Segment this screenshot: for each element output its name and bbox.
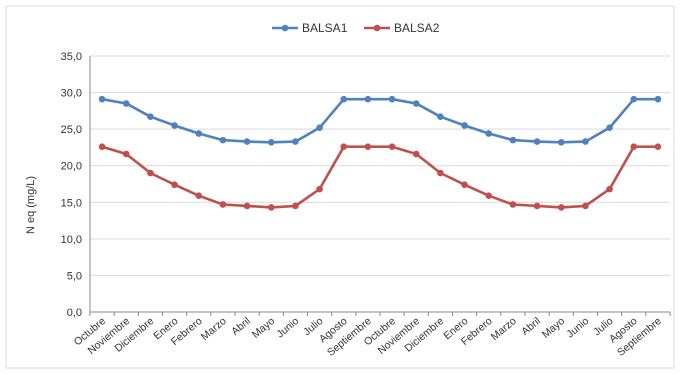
- data-point-balsa2: [606, 185, 613, 193]
- data-point-balsa1: [219, 136, 227, 144]
- series: [98, 95, 662, 211]
- data-point-balsa2: [461, 181, 468, 189]
- data-point-balsa2: [267, 204, 275, 211]
- legend-label: BALSA2: [394, 21, 440, 35]
- data-point-balsa1: [292, 138, 299, 145]
- data-point-balsa2: [364, 143, 372, 150]
- data-point-balsa2: [630, 143, 638, 150]
- data-point-balsa1: [557, 139, 565, 146]
- data-point-balsa1: [171, 122, 178, 129]
- y-tick-label: 25,0: [61, 124, 82, 136]
- data-point-balsa2: [654, 143, 662, 150]
- y-tick-label: 20,0: [61, 161, 82, 173]
- data-point-balsa2: [340, 143, 348, 150]
- data-point-balsa2: [533, 202, 541, 210]
- data-point-balsa2: [316, 185, 323, 193]
- data-point-balsa1: [485, 130, 493, 137]
- data-point-balsa1: [412, 100, 420, 107]
- y-tick-label: 5,0: [67, 270, 82, 282]
- data-point-balsa1: [195, 130, 203, 137]
- data-point-balsa2: [582, 202, 589, 210]
- data-point-balsa2: [98, 143, 106, 150]
- data-point-balsa1: [316, 124, 323, 131]
- data-point-balsa2: [171, 181, 178, 189]
- y-axis-ticks: 0,0 5,0 10,0 15,0 20,0 25,0 30,0 35,0: [61, 51, 82, 319]
- data-point-balsa1: [437, 113, 444, 121]
- y-tick-label: 35,0: [61, 51, 82, 63]
- data-point-balsa2: [219, 201, 227, 208]
- data-point-balsa1: [509, 136, 517, 144]
- data-point-balsa2: [437, 169, 444, 177]
- data-point-balsa1: [630, 95, 638, 103]
- data-point-balsa2: [122, 150, 130, 158]
- legend-swatch-marker: [373, 24, 381, 32]
- data-point-balsa1: [364, 95, 372, 103]
- data-point-balsa1: [461, 122, 468, 129]
- data-point-balsa1: [122, 100, 130, 107]
- y-tick-label: 10,0: [61, 234, 82, 246]
- data-point-balsa2: [509, 201, 517, 208]
- legend: BALSA1 BALSA2: [272, 21, 440, 35]
- data-point-balsa1: [243, 138, 251, 145]
- data-point-balsa1: [98, 95, 106, 103]
- series-line-balsa2: [101, 145, 658, 209]
- data-point-balsa2: [292, 202, 299, 210]
- data-point-balsa1: [267, 139, 275, 146]
- legend-swatch-marker: [281, 24, 289, 32]
- data-point-balsa1: [340, 95, 348, 103]
- data-point-balsa1: [147, 113, 154, 121]
- series-line-balsa1: [101, 97, 658, 144]
- data-point-balsa2: [147, 169, 154, 177]
- data-point-balsa2: [412, 150, 420, 158]
- y-tick-label: 0,0: [67, 307, 82, 319]
- legend-label: BALSA1: [302, 21, 348, 35]
- data-point-balsa1: [582, 138, 589, 145]
- data-point-balsa1: [388, 95, 396, 103]
- data-point-balsa2: [195, 192, 203, 200]
- data-point-balsa2: [243, 202, 251, 210]
- chart-frame: [5, 5, 675, 369]
- y-tick-label: 15,0: [61, 197, 82, 209]
- data-point-balsa2: [388, 143, 396, 150]
- data-point-balsa1: [606, 124, 613, 131]
- data-point-balsa1: [654, 95, 662, 103]
- data-point-balsa2: [485, 192, 493, 200]
- y-axis-label: N eq (mg/L): [25, 176, 37, 234]
- data-point-balsa1: [533, 138, 541, 145]
- axes: [89, 56, 671, 316]
- y-tick-label: 30,0: [61, 88, 82, 100]
- data-point-balsa2: [557, 204, 565, 211]
